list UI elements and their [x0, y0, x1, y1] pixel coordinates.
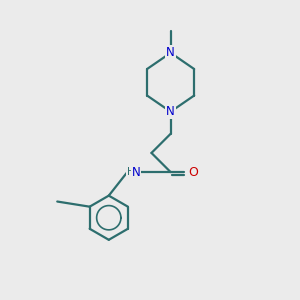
Text: N: N: [132, 166, 140, 178]
Text: N: N: [166, 105, 175, 118]
Text: H: H: [127, 167, 135, 177]
Text: O: O: [188, 166, 198, 178]
Text: N: N: [166, 46, 175, 59]
